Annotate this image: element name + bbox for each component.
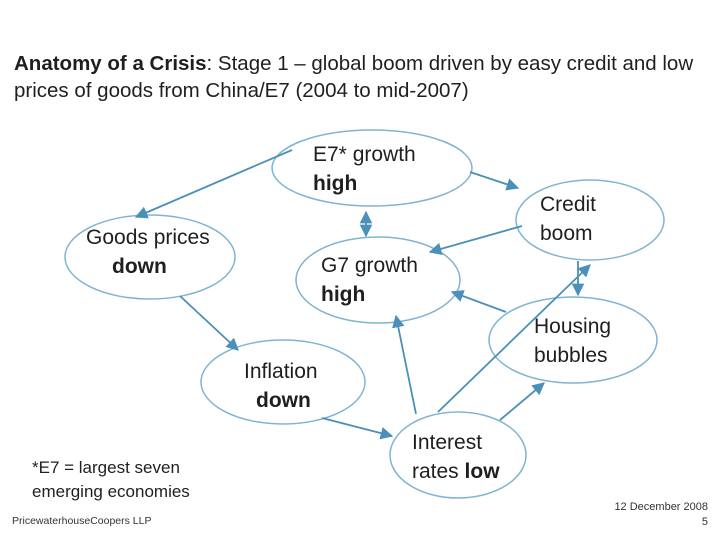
node-interest-bold: low — [464, 460, 500, 483]
footnote-line1: *E7 = largest seven — [32, 458, 180, 477]
page-number: 5 — [701, 516, 708, 528]
node-g7-bold: high — [321, 283, 366, 306]
arrow-goods-to-inflation — [179, 295, 239, 351]
arrow-e7-to-credit — [469, 171, 520, 191]
node-interest-ellipse — [389, 411, 527, 499]
node-e7: E7* growth high — [313, 140, 416, 198]
footnote-line2: emerging economies — [32, 482, 190, 501]
arrow-interest-to-housing — [499, 382, 545, 421]
node-goods-bold: down — [112, 255, 167, 278]
node-goods: Goods prices down — [86, 223, 210, 281]
node-g7: G7 growth high — [321, 251, 418, 309]
node-goods-ellipse — [64, 214, 236, 300]
node-g7-line1: G7 growth — [321, 254, 418, 277]
company-name: PricewaterhouseCoopers LLP — [12, 515, 152, 527]
node-credit-line1: Credit — [540, 193, 597, 216]
node-e7-ellipse — [271, 129, 473, 207]
arrow-inflation-to-interest — [321, 417, 394, 440]
node-e7-line1: E7* growth — [313, 143, 416, 166]
node-inflation-line1: Inflation — [244, 360, 318, 383]
node-interest: Interest rates low — [412, 428, 500, 486]
arrow-e7-to-goods — [134, 149, 293, 219]
node-housing: Housing bubbles — [534, 312, 611, 370]
node-housing-ellipse — [488, 296, 658, 384]
node-inflation-ellipse — [200, 339, 366, 425]
node-credit-line2: boom — [540, 222, 593, 245]
node-housing-line1: Housing — [534, 315, 612, 338]
node-goods-line1: Goods prices — [86, 226, 210, 249]
arrow-interest-to-g7 — [392, 314, 417, 415]
slide-footer-right: 12 December 2008 5 — [614, 500, 708, 530]
node-inflation: Inflation down — [244, 357, 318, 415]
node-credit-ellipse — [515, 179, 665, 261]
slide-title: Anatomy of a Crisis: Stage 1 – global bo… — [14, 50, 714, 104]
footnote: *E7 = largest seven emerging economies — [32, 456, 190, 504]
arrow-credit-to-g7 — [428, 225, 523, 255]
node-g7-ellipse — [295, 236, 461, 324]
arrow-interest-to-credit — [437, 264, 591, 413]
node-housing-line2: bubbles — [534, 344, 608, 367]
slide-date: 12 December 2008 — [614, 501, 708, 513]
node-credit: Credit boom — [540, 190, 596, 248]
arrow-housing-to-g7 — [450, 290, 507, 313]
node-inflation-bold: down — [256, 389, 311, 412]
node-interest-prefix: rates — [412, 460, 465, 483]
node-interest-line1: Interest — [412, 431, 483, 454]
title-rest: : Stage 1 – global boom driven by easy c… — [14, 52, 694, 102]
node-e7-bold: high — [313, 172, 358, 195]
title-bold: Anatomy of a Crisis — [14, 52, 207, 75]
